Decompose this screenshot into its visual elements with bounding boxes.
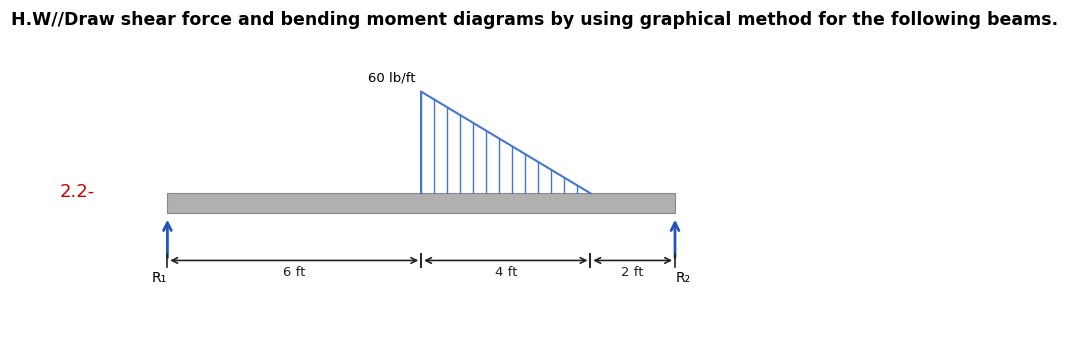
Text: 6 ft: 6 ft (283, 266, 306, 279)
Text: 4 ft: 4 ft (495, 266, 517, 279)
Text: H.W//Draw shear force and bending moment diagrams by using graphical method for : H.W//Draw shear force and bending moment… (11, 11, 1058, 29)
Bar (167, 193, 675, 213)
Text: 2 ft: 2 ft (621, 266, 644, 279)
Text: R₂: R₂ (676, 272, 691, 285)
Text: 2.2-: 2.2- (59, 183, 95, 201)
Text: 60 lb/ft: 60 lb/ft (368, 72, 416, 84)
Text: R₁: R₁ (151, 272, 166, 285)
